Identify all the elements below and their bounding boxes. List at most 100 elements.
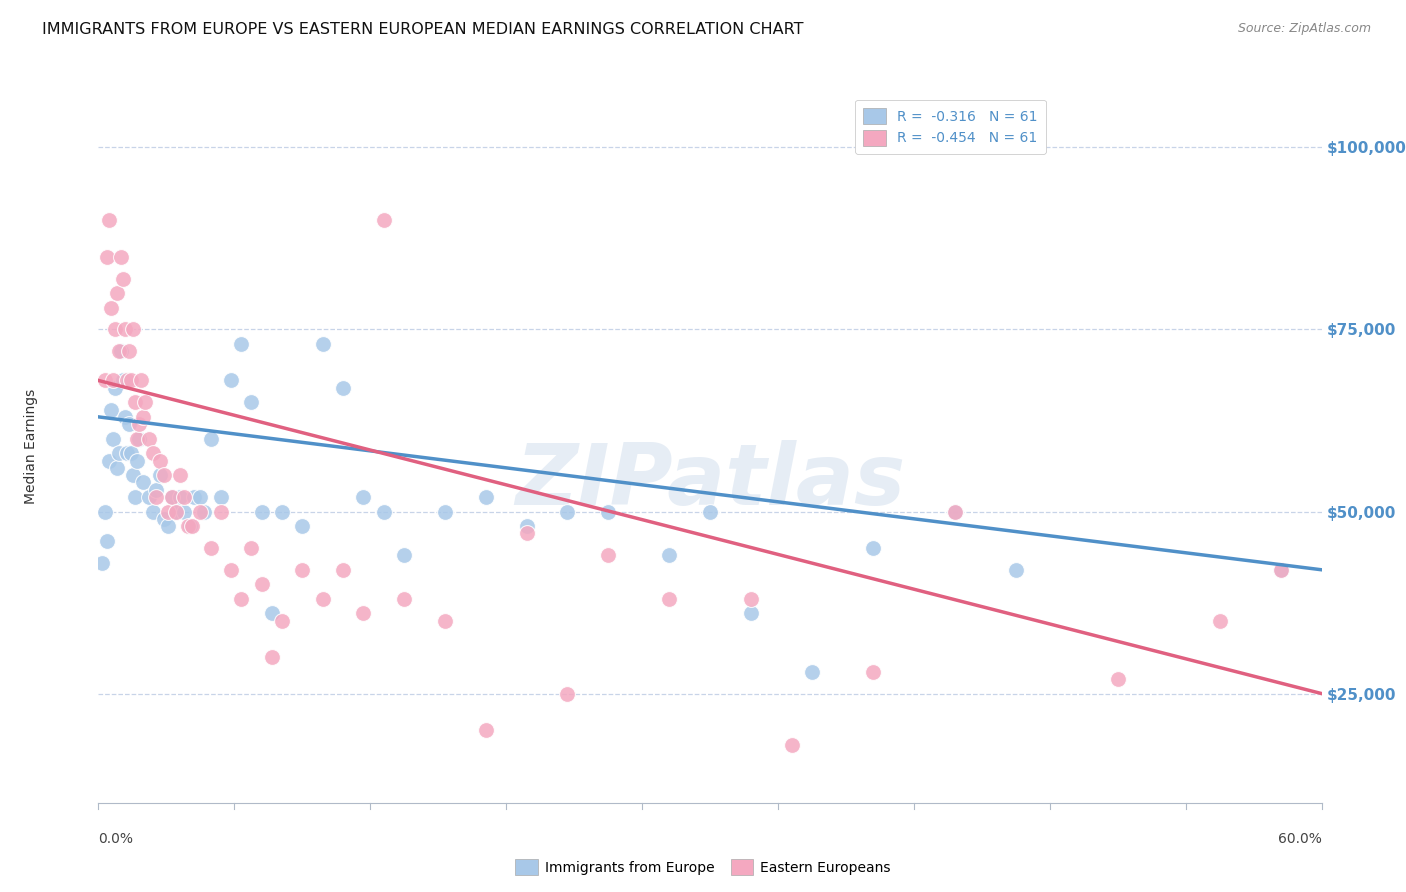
Point xyxy=(740,607,762,621)
Point xyxy=(101,432,124,446)
Point xyxy=(156,519,179,533)
Point xyxy=(120,374,142,388)
Point xyxy=(105,286,128,301)
Point xyxy=(209,504,232,518)
Point xyxy=(142,504,165,518)
Text: Median Earnings: Median Earnings xyxy=(24,388,38,504)
Point xyxy=(128,432,150,446)
Point xyxy=(134,395,156,409)
Text: IMMIGRANTS FROM EUROPE VS EASTERN EUROPEAN MEDIAN EARNINGS CORRELATION CHART: IMMIGRANTS FROM EUROPE VS EASTERN EUROPE… xyxy=(42,22,804,37)
Point xyxy=(183,490,205,504)
Point xyxy=(516,519,538,533)
Point xyxy=(231,337,253,351)
Point xyxy=(105,460,128,475)
Point xyxy=(108,446,131,460)
Point xyxy=(250,577,273,591)
Point xyxy=(270,504,294,518)
Point xyxy=(100,402,122,417)
Point xyxy=(740,591,762,606)
Point xyxy=(332,563,354,577)
Point xyxy=(160,490,183,504)
Point xyxy=(132,475,155,490)
Point xyxy=(862,541,884,555)
Point xyxy=(108,344,131,359)
Point xyxy=(118,417,141,432)
Point xyxy=(100,301,122,315)
Point xyxy=(165,504,187,518)
Point xyxy=(96,533,118,548)
Point xyxy=(943,504,966,518)
Point xyxy=(156,504,179,518)
Point xyxy=(124,395,146,409)
Point xyxy=(200,541,222,555)
Point xyxy=(557,504,579,518)
Point xyxy=(104,381,127,395)
Point xyxy=(291,519,314,533)
Point xyxy=(352,607,374,621)
Point xyxy=(129,374,152,388)
Point xyxy=(91,556,114,570)
Point xyxy=(138,490,160,504)
Point xyxy=(392,548,416,562)
Point xyxy=(179,519,201,533)
Legend: R =  -0.316   N = 61, R =  -0.454   N = 61: R = -0.316 N = 61, R = -0.454 N = 61 xyxy=(855,100,1046,154)
Point xyxy=(291,563,314,577)
Point xyxy=(115,446,138,460)
Point xyxy=(219,563,242,577)
Point xyxy=(149,453,172,467)
Point xyxy=(188,490,212,504)
Point xyxy=(209,490,232,504)
Point xyxy=(943,504,966,518)
Point xyxy=(111,271,134,285)
Point xyxy=(557,687,579,701)
Point xyxy=(104,322,127,336)
Point xyxy=(110,250,132,264)
Point xyxy=(93,504,115,518)
Point xyxy=(142,446,165,460)
Point xyxy=(93,374,115,388)
Point xyxy=(1209,614,1232,628)
Point xyxy=(138,432,160,446)
Point xyxy=(332,381,354,395)
Point xyxy=(434,614,457,628)
Point xyxy=(128,417,150,432)
Point xyxy=(111,374,134,388)
Point xyxy=(270,614,294,628)
Point xyxy=(516,526,538,541)
Point xyxy=(231,591,253,606)
Point xyxy=(658,548,681,562)
Point xyxy=(160,490,183,504)
Point xyxy=(114,322,136,336)
Point xyxy=(780,738,803,752)
Legend: Immigrants from Europe, Eastern Europeans: Immigrants from Europe, Eastern European… xyxy=(510,854,896,880)
Point xyxy=(169,468,191,483)
Point xyxy=(658,591,681,606)
Point xyxy=(165,504,187,518)
Point xyxy=(219,374,242,388)
Point xyxy=(862,665,884,679)
Point xyxy=(114,409,136,424)
Point xyxy=(474,723,498,737)
Point xyxy=(434,504,457,518)
Point xyxy=(120,446,142,460)
Point xyxy=(101,374,124,388)
Point xyxy=(145,490,167,504)
Point xyxy=(193,504,215,518)
Point xyxy=(1004,563,1026,577)
Point xyxy=(312,591,335,606)
Point xyxy=(250,504,273,518)
Point xyxy=(132,409,155,424)
Point xyxy=(169,490,191,504)
Point xyxy=(312,337,335,351)
Point xyxy=(173,490,195,504)
Point xyxy=(240,395,263,409)
Point xyxy=(122,322,145,336)
Point xyxy=(598,548,620,562)
Point xyxy=(97,453,120,467)
Point xyxy=(352,490,374,504)
Point xyxy=(127,453,149,467)
Text: 0.0%: 0.0% xyxy=(98,832,134,846)
Point xyxy=(124,490,146,504)
Point xyxy=(598,504,620,518)
Point xyxy=(1107,672,1129,686)
